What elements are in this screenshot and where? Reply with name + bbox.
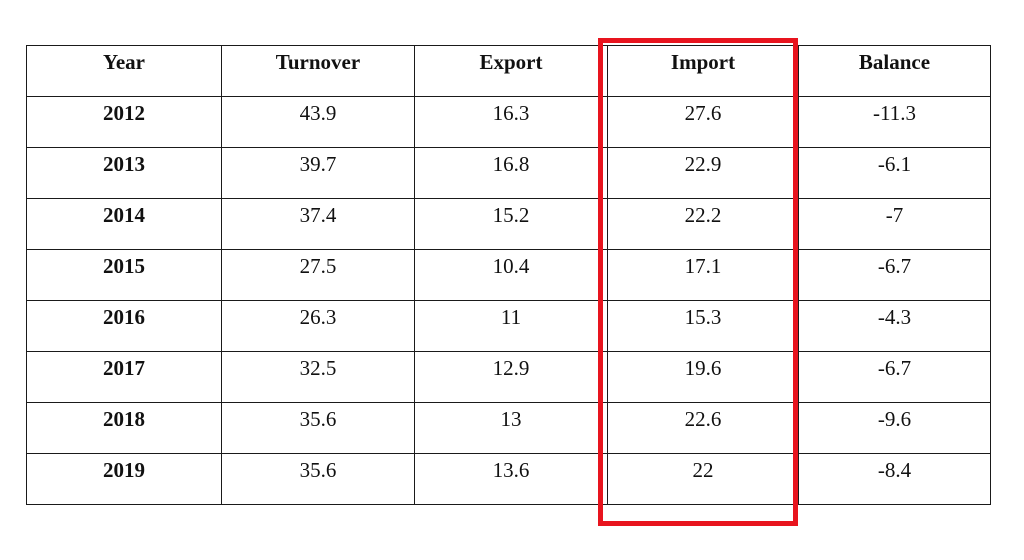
table-row: 2012 43.9 16.3 27.6 -11.3: [26, 96, 991, 148]
header-year: Year: [26, 45, 222, 97]
year-cell: 2012: [26, 96, 222, 148]
import-cell: 17.1: [607, 249, 799, 301]
turnover-cell: 39.7: [221, 147, 415, 199]
export-cell: 16.3: [414, 96, 608, 148]
balance-cell: -4.3: [798, 300, 991, 352]
balance-cell: -6.1: [798, 147, 991, 199]
balance-cell: -6.7: [798, 351, 991, 403]
year-cell: 2016: [26, 300, 222, 352]
table-row: 2015 27.5 10.4 17.1 -6.7: [26, 249, 991, 301]
header-import: Import: [607, 45, 799, 97]
import-cell: 22: [607, 453, 799, 505]
export-cell: 15.2: [414, 198, 608, 250]
export-cell: 13.6: [414, 453, 608, 505]
header-turnover: Turnover: [221, 45, 415, 97]
trade-table: Year Turnover Export Import Balance 2012…: [26, 45, 991, 505]
table-header-row: Year Turnover Export Import Balance: [26, 45, 991, 97]
export-cell: 13: [414, 402, 608, 454]
table-row: 2018 35.6 13 22.6 -9.6: [26, 402, 991, 454]
balance-cell: -8.4: [798, 453, 991, 505]
turnover-cell: 35.6: [221, 453, 415, 505]
year-cell: 2013: [26, 147, 222, 199]
export-cell: 10.4: [414, 249, 608, 301]
turnover-cell: 27.5: [221, 249, 415, 301]
turnover-cell: 32.5: [221, 351, 415, 403]
turnover-cell: 35.6: [221, 402, 415, 454]
import-cell: 15.3: [607, 300, 799, 352]
import-cell: 22.9: [607, 147, 799, 199]
balance-cell: -6.7: [798, 249, 991, 301]
import-cell: 22.6: [607, 402, 799, 454]
table-row: 2019 35.6 13.6 22 -8.4: [26, 453, 991, 505]
year-cell: 2018: [26, 402, 222, 454]
import-cell: 22.2: [607, 198, 799, 250]
table-row: 2014 37.4 15.2 22.2 -7: [26, 198, 991, 250]
export-cell: 16.8: [414, 147, 608, 199]
export-cell: 12.9: [414, 351, 608, 403]
header-export: Export: [414, 45, 608, 97]
balance-cell: -7: [798, 198, 991, 250]
year-cell: 2019: [26, 453, 222, 505]
turnover-cell: 43.9: [221, 96, 415, 148]
table-row: 2013 39.7 16.8 22.9 -6.1: [26, 147, 991, 199]
table-row: 2017 32.5 12.9 19.6 -6.7: [26, 351, 991, 403]
turnover-cell: 26.3: [221, 300, 415, 352]
year-cell: 2017: [26, 351, 222, 403]
import-cell: 19.6: [607, 351, 799, 403]
balance-cell: -11.3: [798, 96, 991, 148]
header-balance: Balance: [798, 45, 991, 97]
balance-cell: -9.6: [798, 402, 991, 454]
export-cell: 11: [414, 300, 608, 352]
year-cell: 2015: [26, 249, 222, 301]
turnover-cell: 37.4: [221, 198, 415, 250]
table-row: 2016 26.3 11 15.3 -4.3: [26, 300, 991, 352]
year-cell: 2014: [26, 198, 222, 250]
import-cell: 27.6: [607, 96, 799, 148]
